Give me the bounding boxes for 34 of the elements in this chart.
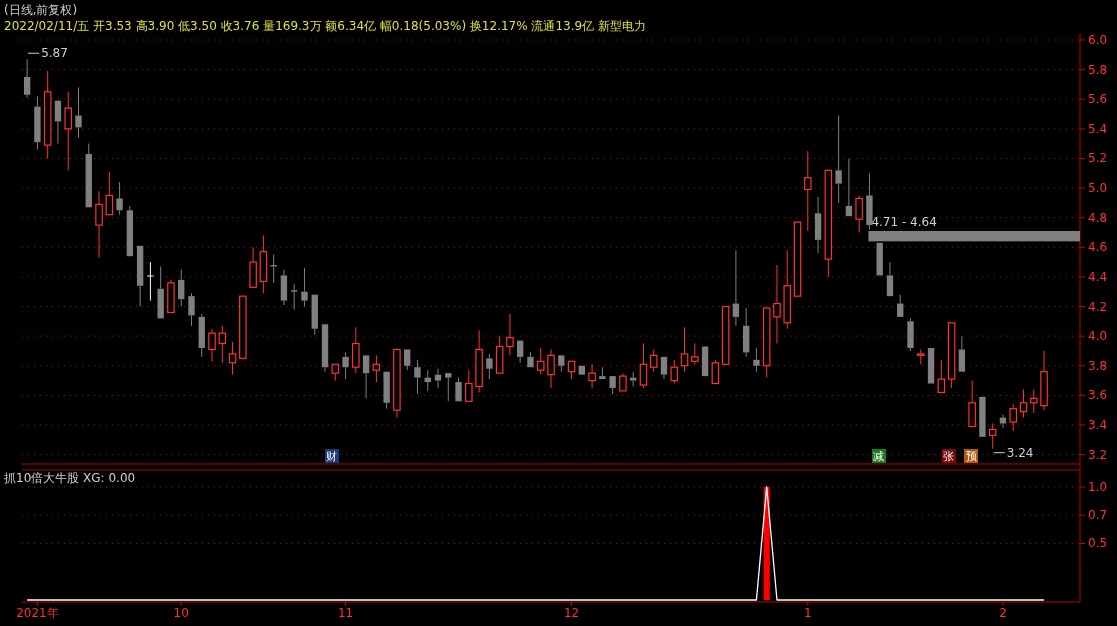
annotation: 5.87 — [41, 46, 68, 61]
y-tick-label: 4.0 — [1088, 329, 1108, 344]
y-tick-label: 5.8 — [1088, 62, 1108, 77]
x-tick-label: 1 — [803, 606, 812, 620]
x-tick-label: 12 — [563, 606, 580, 620]
chart-title: (日线,前复权) — [4, 3, 78, 17]
y-tick-label: 0.7 — [1088, 508, 1108, 523]
y-tick-label: 4.4 — [1088, 269, 1108, 284]
chart-title: 抓10倍大牛股 XG: 0.00 — [4, 471, 136, 485]
y-tick-label: 5.6 — [1088, 92, 1108, 107]
annotation: 预 — [965, 450, 977, 463]
y-tick-label: 3.8 — [1088, 358, 1108, 373]
x-tick-label: 2021年 — [16, 606, 59, 620]
y-tick-label: 1.0 — [1088, 479, 1108, 494]
y-tick-label: 4.8 — [1088, 210, 1108, 225]
y-tick-label: 3.2 — [1088, 447, 1108, 462]
y-tick-label: 5.2 — [1088, 151, 1108, 166]
band-label: 4.71 - 4.64 — [871, 215, 937, 230]
y-tick-label: 4.6 — [1088, 240, 1108, 255]
y-tick-label: 0.5 — [1088, 536, 1108, 551]
y-tick-label: 5.0 — [1088, 181, 1108, 196]
y-tick-label: 4.2 — [1088, 299, 1108, 314]
annotation: 3.24 — [1006, 445, 1034, 460]
x-tick-label: 11 — [337, 606, 354, 620]
x-tick-label: 10 — [173, 606, 189, 620]
y-tick-label: 3.4 — [1088, 417, 1108, 432]
annotation: 减 — [873, 450, 885, 463]
annotation: 财 — [326, 450, 338, 463]
chart-subtitle: 2022/02/11/五 开3.53 高3.90 低3.50 收3.76 量169.3万 额6.34亿 幅0.18(5.03%) 换12.17% 流通13.9亿 新型电力 — [4, 19, 646, 33]
x-tick-label: 2 — [999, 606, 1007, 620]
y-tick-label: 6.0 — [1088, 33, 1108, 47]
annotation: 张 — [943, 450, 955, 463]
y-tick-label: 5.4 — [1088, 121, 1108, 136]
y-tick-label: 3.6 — [1088, 388, 1108, 403]
